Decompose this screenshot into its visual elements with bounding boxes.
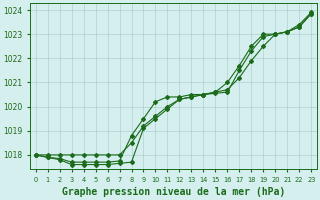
X-axis label: Graphe pression niveau de la mer (hPa): Graphe pression niveau de la mer (hPa) bbox=[62, 187, 285, 197]
